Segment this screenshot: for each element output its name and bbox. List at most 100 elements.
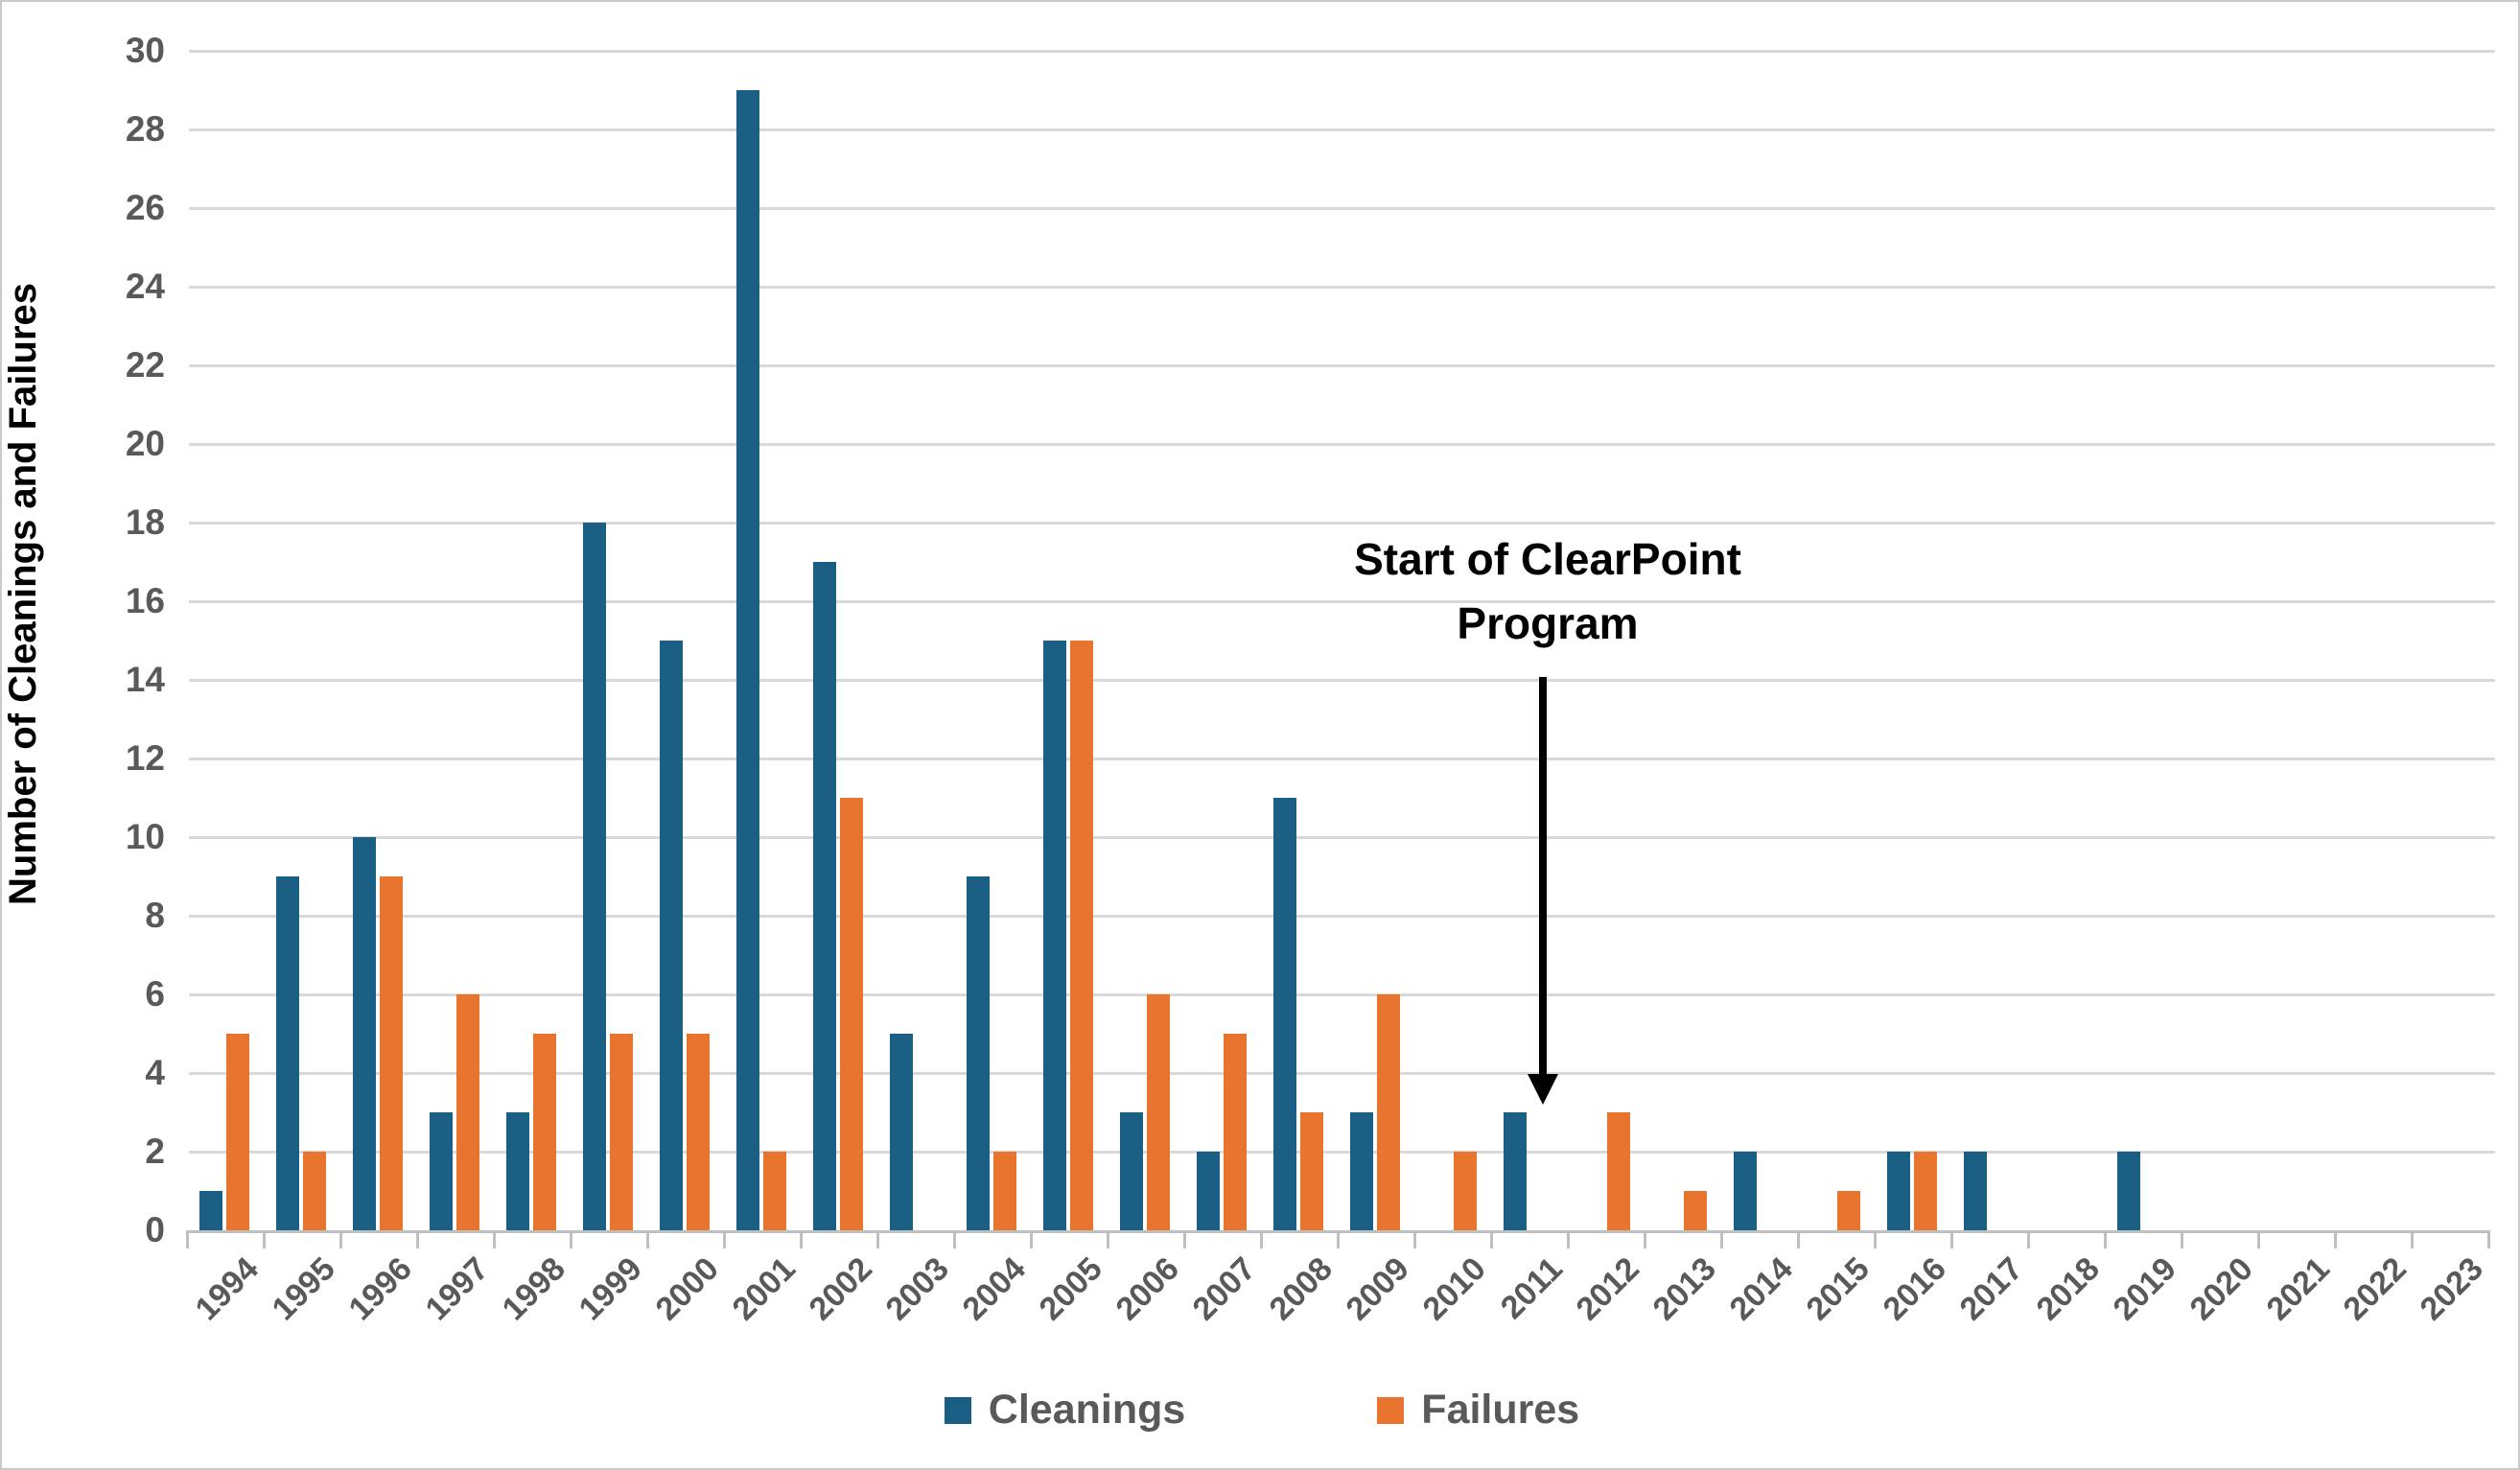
y-tick-label: 24 [125, 267, 165, 306]
annotation-line-2: Program [1457, 598, 1639, 648]
annotation-arrow-head-icon [1528, 1074, 1558, 1105]
bar-cleanings-1998 [506, 1112, 529, 1230]
bar-failures-2006 [1147, 994, 1170, 1230]
bar-cleanings-2016 [1887, 1152, 1910, 1230]
y-tick-label: 12 [125, 738, 165, 778]
legend-label-cleanings: Cleanings [988, 1387, 1186, 1433]
legend: Cleanings Failures [2, 1387, 2518, 1434]
bar-cleanings-2002 [813, 562, 836, 1230]
y-tick-label: 22 [125, 345, 165, 385]
y-tick-label: 26 [125, 188, 165, 227]
gridline [189, 128, 2495, 131]
legend-item-cleanings: Cleanings [944, 1387, 1186, 1434]
bar-failures-2005 [1070, 641, 1093, 1230]
bar-failures-2007 [1224, 1034, 1247, 1230]
x-axis-tick [339, 1233, 342, 1248]
bar-cleanings-2005 [1043, 641, 1066, 1230]
x-axis-tick [1490, 1233, 1493, 1248]
bar-failures-2012 [1607, 1112, 1630, 1230]
bar-cleanings-1999 [583, 523, 606, 1230]
x-axis-tick [1030, 1233, 1033, 1248]
y-tick-label: 4 [145, 1053, 165, 1092]
gridline [189, 443, 2495, 446]
bar-failures-1996 [380, 876, 403, 1230]
gridline [189, 50, 2495, 53]
x-axis-tick [2027, 1233, 2030, 1248]
x-axis-tick [2334, 1233, 2337, 1248]
x-axis-tick [1337, 1233, 1340, 1248]
bar-cleanings-2000 [660, 641, 683, 1230]
bar-cleanings-1996 [353, 837, 376, 1230]
annotation-start-of-clearpoint: Start of ClearPoint Program [1212, 527, 1883, 656]
gridline [189, 915, 2495, 918]
bar-failures-2002 [840, 798, 863, 1230]
y-tick-label: 2 [145, 1132, 165, 1171]
x-axis-tick [416, 1233, 419, 1248]
bar-failures-2001 [763, 1152, 786, 1230]
y-tick-label: 28 [125, 109, 165, 149]
bar-cleanings-2014 [1734, 1152, 1757, 1230]
y-tick-label: 30 [125, 31, 165, 70]
bar-failures-1998 [533, 1034, 556, 1230]
bar-failures-1999 [610, 1034, 633, 1230]
x-axis-tick [1183, 1233, 1186, 1248]
x-axis-tick [1413, 1233, 1416, 1248]
x-axis-tick [2487, 1233, 2490, 1248]
bar-cleanings-2009 [1350, 1112, 1373, 1230]
y-tick-label: 6 [145, 974, 165, 1014]
gridline [189, 522, 2495, 525]
x-axis-tick [953, 1233, 956, 1248]
bar-cleanings-2017 [1964, 1152, 1987, 1230]
bar-cleanings-2003 [890, 1034, 913, 1230]
x-axis-tick [1720, 1233, 1723, 1248]
gridline [189, 207, 2495, 210]
y-tick-label: 14 [125, 660, 165, 699]
gridline [189, 364, 2495, 367]
x-axis-tick [263, 1233, 266, 1248]
bar-failures-2015 [1837, 1191, 1860, 1230]
x-axis-tick [2181, 1233, 2183, 1248]
bar-failures-1997 [456, 994, 479, 1230]
bar-cleanings-2007 [1197, 1152, 1220, 1230]
bar-cleanings-2008 [1273, 798, 1296, 1230]
gridline [189, 600, 2495, 603]
annotation-arrow-line [1539, 677, 1547, 1074]
y-tick-label: 20 [125, 424, 165, 463]
bar-failures-2013 [1684, 1191, 1707, 1230]
cleanings-swatch-icon [944, 1396, 971, 1424]
bar-failures-2016 [1914, 1152, 1937, 1230]
x-axis-tick [646, 1233, 649, 1248]
gridline [189, 1151, 2495, 1154]
gridline [189, 836, 2495, 839]
gridline [189, 758, 2495, 760]
y-tick-label: 10 [125, 817, 165, 856]
legend-label-failures: Failures [1421, 1387, 1580, 1433]
x-axis-tick [1950, 1233, 1953, 1248]
bar-failures-2000 [687, 1034, 710, 1230]
bar-failures-2009 [1377, 994, 1400, 1230]
x-axis-tick [1797, 1233, 1800, 1248]
gridline [189, 679, 2495, 682]
bar-cleanings-2019 [2117, 1152, 2140, 1230]
x-axis-tick [876, 1233, 879, 1248]
x-axis-tick [2257, 1233, 2260, 1248]
bar-cleanings-1997 [430, 1112, 453, 1230]
legend-item-failures: Failures [1377, 1387, 1579, 1434]
x-axis-tick [2104, 1233, 2107, 1248]
bar-cleanings-2001 [736, 90, 759, 1230]
bar-failures-1994 [226, 1034, 249, 1230]
bar-cleanings-1994 [199, 1191, 222, 1230]
bar-cleanings-1995 [276, 876, 299, 1230]
bar-failures-2004 [993, 1152, 1016, 1230]
x-axis-tick [2411, 1233, 2414, 1248]
x-axis-line [186, 1230, 2490, 1233]
y-tick-label: 8 [145, 896, 165, 935]
bar-failures-2008 [1300, 1112, 1323, 1230]
bar-failures-1995 [303, 1152, 326, 1230]
y-tick-label: 0 [145, 1210, 165, 1249]
gridline [189, 1072, 2495, 1075]
x-axis-tick [570, 1233, 572, 1248]
x-axis-tick [1874, 1233, 1877, 1248]
